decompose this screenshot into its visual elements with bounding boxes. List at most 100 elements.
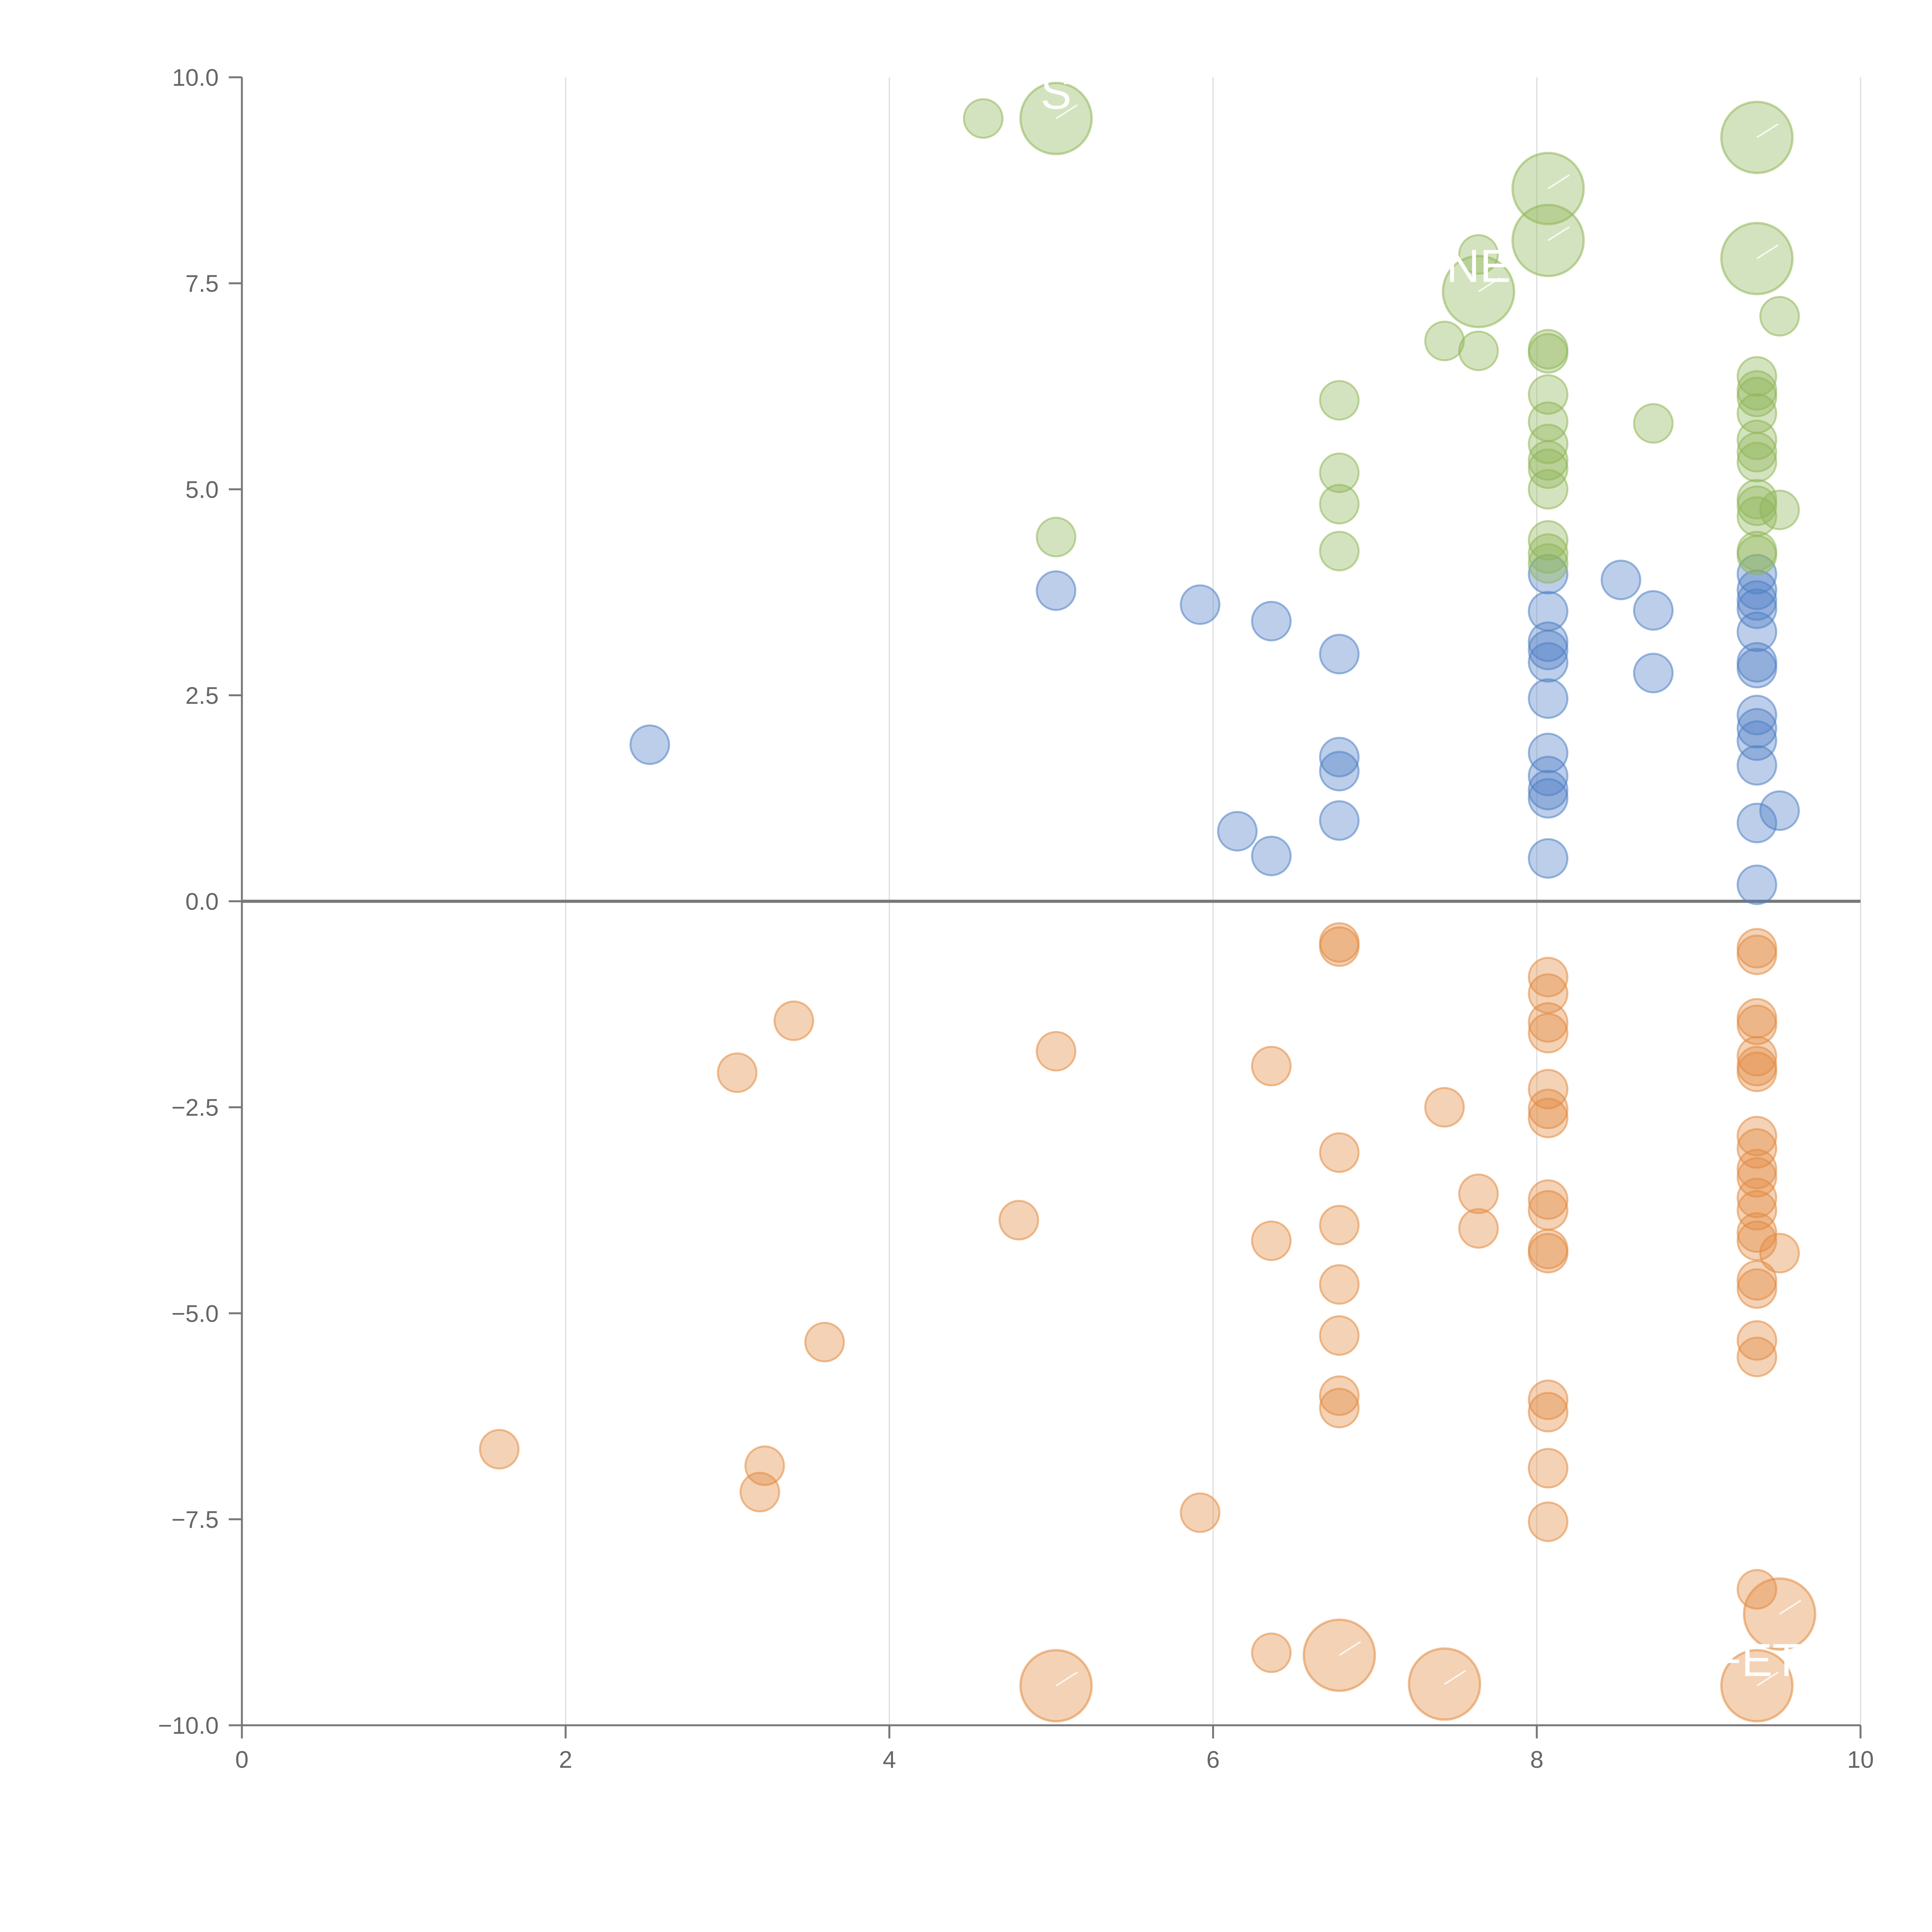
point-orange-11 xyxy=(1251,1632,1292,1673)
point-green-0 xyxy=(963,98,1004,139)
y-tick-label-5: −2.5 xyxy=(172,1095,219,1121)
point-green-17 xyxy=(1528,520,1569,561)
y-tick-label-3: 2.5 xyxy=(185,682,219,709)
point-blue-26 xyxy=(1736,580,1777,621)
point-orange-16 xyxy=(1319,1264,1360,1305)
point-green-14 xyxy=(1528,440,1569,481)
point-orange-0 xyxy=(479,1429,520,1470)
y-tick-label-8: −10.0 xyxy=(158,1713,219,1739)
point-orange-54 xyxy=(1736,1268,1777,1309)
point-blue-4 xyxy=(1217,811,1258,852)
leader-line-9 xyxy=(1756,1671,1779,1687)
point-orange-36 xyxy=(1528,1448,1569,1489)
point-orange-18 xyxy=(1319,1375,1360,1416)
point-orange-4 xyxy=(744,1445,785,1486)
point-orange-6 xyxy=(998,1200,1039,1241)
point-orange-56 xyxy=(1736,1337,1777,1378)
point-green-27 xyxy=(1736,442,1777,483)
point-blue-6 xyxy=(1319,634,1360,675)
point-orange-47 xyxy=(1736,1149,1777,1190)
leader-line-3 xyxy=(1548,226,1570,241)
point-blue-2 xyxy=(1180,584,1221,625)
point-blue-15 xyxy=(1528,678,1569,719)
data-points xyxy=(479,98,1800,1673)
point-orange-35 xyxy=(1528,1392,1569,1433)
point-green-16 xyxy=(1528,469,1569,510)
point-orange-5 xyxy=(739,1472,780,1513)
point-orange-55 xyxy=(1736,1320,1777,1361)
point-green-34 xyxy=(1759,490,1800,531)
y-tick-label-4: 0.0 xyxy=(185,889,219,915)
point-green-6 xyxy=(1424,320,1465,361)
point-orange-49 xyxy=(1736,1177,1777,1218)
point-orange-2 xyxy=(773,1000,814,1041)
point-green-2 xyxy=(1319,380,1360,421)
point-orange-45 xyxy=(1736,1116,1777,1156)
x-tick-label-3: 6 xyxy=(1206,1747,1219,1773)
leader-line-4 xyxy=(1756,123,1779,138)
large-bubbles xyxy=(1019,82,1816,1723)
point-blue-32 xyxy=(1736,708,1777,749)
point-green-7 xyxy=(1458,234,1499,275)
point-orange-41 xyxy=(1736,1004,1777,1045)
point-blue-22 xyxy=(1633,590,1674,631)
point-blue-17 xyxy=(1528,755,1569,796)
point-green-32 xyxy=(1736,535,1777,576)
point-blue-27 xyxy=(1736,588,1777,629)
point-blue-28 xyxy=(1736,611,1777,652)
point-green-26 xyxy=(1736,432,1777,473)
leader-line-1 xyxy=(1478,277,1500,293)
point-orange-34 xyxy=(1528,1379,1569,1420)
point-blue-23 xyxy=(1633,653,1674,694)
point-orange-15 xyxy=(1319,1205,1360,1246)
x-tick-label-4: 8 xyxy=(1530,1747,1543,1773)
point-blue-30 xyxy=(1736,648,1777,689)
point-blue-16 xyxy=(1528,733,1569,774)
point-green-1 xyxy=(1036,517,1077,558)
leader-line-10 xyxy=(1779,1600,1801,1615)
point-green-33 xyxy=(1759,296,1800,337)
point-orange-51 xyxy=(1736,1212,1777,1253)
point-orange-53 xyxy=(1736,1260,1777,1301)
leader-line-0 xyxy=(1055,104,1078,119)
point-orange-22 xyxy=(1458,1208,1499,1249)
point-green-25 xyxy=(1736,419,1777,460)
point-blue-7 xyxy=(1319,736,1360,777)
annotation-label-9: FET xyxy=(1713,1634,1801,1686)
point-blue-33 xyxy=(1736,720,1777,761)
point-blue-18 xyxy=(1528,770,1569,811)
point-orange-58 xyxy=(1759,1233,1800,1274)
point-green-20 xyxy=(1633,403,1674,444)
point-orange-31 xyxy=(1528,1190,1569,1231)
x-tick-label-0: 0 xyxy=(235,1747,248,1773)
point-orange-30 xyxy=(1528,1179,1569,1220)
point-green-15 xyxy=(1528,448,1569,489)
point-green-23 xyxy=(1736,376,1777,417)
point-blue-37 xyxy=(1759,790,1800,831)
y-tick-label-1: 7.5 xyxy=(185,270,219,297)
point-green-8 xyxy=(1458,330,1499,371)
point-orange-1 xyxy=(717,1052,758,1093)
leader-line-6 xyxy=(1055,1671,1078,1687)
point-green-13 xyxy=(1528,423,1569,464)
axes: 10.0 7.5 5.0 2.5 0.0 −2.5 −5.0 −7.5 −10.0 0 2 4 6 8 10 xyxy=(158,65,1874,1773)
point-orange-44 xyxy=(1736,1051,1777,1092)
point-orange-21 xyxy=(1458,1173,1499,1214)
x-tick-label-2: 4 xyxy=(883,1747,896,1773)
point-green-3 xyxy=(1319,452,1360,493)
point-orange-46 xyxy=(1736,1128,1777,1169)
y-tick-label-2: 5.0 xyxy=(185,476,219,503)
point-orange-50 xyxy=(1736,1190,1777,1231)
point-orange-37 xyxy=(1528,1501,1569,1542)
point-blue-1 xyxy=(1036,570,1077,611)
point-blue-14 xyxy=(1528,642,1569,683)
point-blue-8 xyxy=(1319,751,1360,792)
leader-line-2 xyxy=(1548,174,1570,189)
y-tick-label-7: −7.5 xyxy=(172,1507,219,1533)
point-orange-19 xyxy=(1319,1388,1360,1429)
point-orange-23 xyxy=(1528,957,1569,998)
point-orange-33 xyxy=(1528,1233,1569,1274)
point-orange-3 xyxy=(804,1321,845,1362)
point-orange-26 xyxy=(1528,1013,1569,1054)
point-orange-48 xyxy=(1736,1157,1777,1198)
